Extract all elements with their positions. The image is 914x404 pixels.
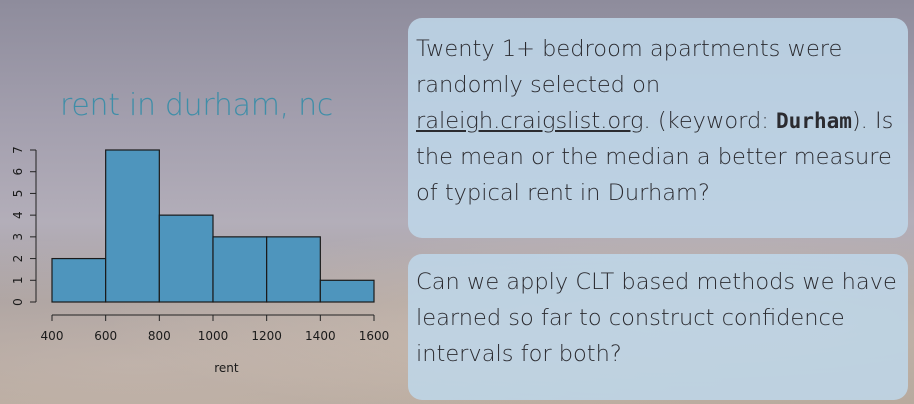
x-tick-label: 600: [94, 329, 117, 343]
y-tick-label: 6: [11, 168, 25, 176]
question-box-2: Can we apply CLT based methods we have l…: [408, 254, 908, 400]
question-box-1: Twenty 1+ bedroom apartments were random…: [408, 18, 908, 238]
y-tick-label: 3: [11, 233, 25, 241]
x-tick-label: 1000: [198, 329, 229, 343]
x-tick-label: 800: [148, 329, 171, 343]
y-tick-label: 7: [11, 146, 25, 154]
y-tick-label: 2: [11, 255, 25, 263]
histogram: 0 1 2 3 4 5 6 7 400 600 800 1000 1200 1400 1600 rent: [11, 146, 390, 375]
y-tick-label: 5: [11, 190, 25, 198]
question-1-text-a: Twenty 1+ bedroom apartments were random…: [416, 36, 843, 98]
histogram-bar: [105, 149, 160, 303]
y-tick-label: 0: [11, 298, 25, 306]
histogram-bar: [212, 236, 268, 303]
histogram-bar: [319, 279, 375, 303]
craigslist-link[interactable]: raleigh.craigslist.org: [416, 108, 644, 134]
x-tick-label: 400: [41, 329, 64, 343]
y-tick-label: 1: [11, 276, 25, 284]
y-tick-label: 4: [11, 211, 25, 219]
question-1-text-c: ). Is the mean or the median a better me…: [416, 108, 894, 206]
histogram-bar: [158, 214, 214, 303]
question-1-text-b: . (keyword:: [643, 108, 777, 134]
x-tick-label: 1600: [359, 329, 390, 343]
chart-title: rent in durham, nc: [60, 88, 333, 123]
histogram-bar: [266, 236, 321, 303]
keyword-durham: Durham: [776, 109, 852, 133]
question-2-text: Can we apply CLT based methods we have l…: [416, 269, 897, 367]
x-tick-label: 1400: [305, 329, 336, 343]
x-tick-label: 1200: [251, 329, 282, 343]
x-axis-label: rent: [214, 361, 239, 375]
histogram-bar: [51, 257, 107, 303]
